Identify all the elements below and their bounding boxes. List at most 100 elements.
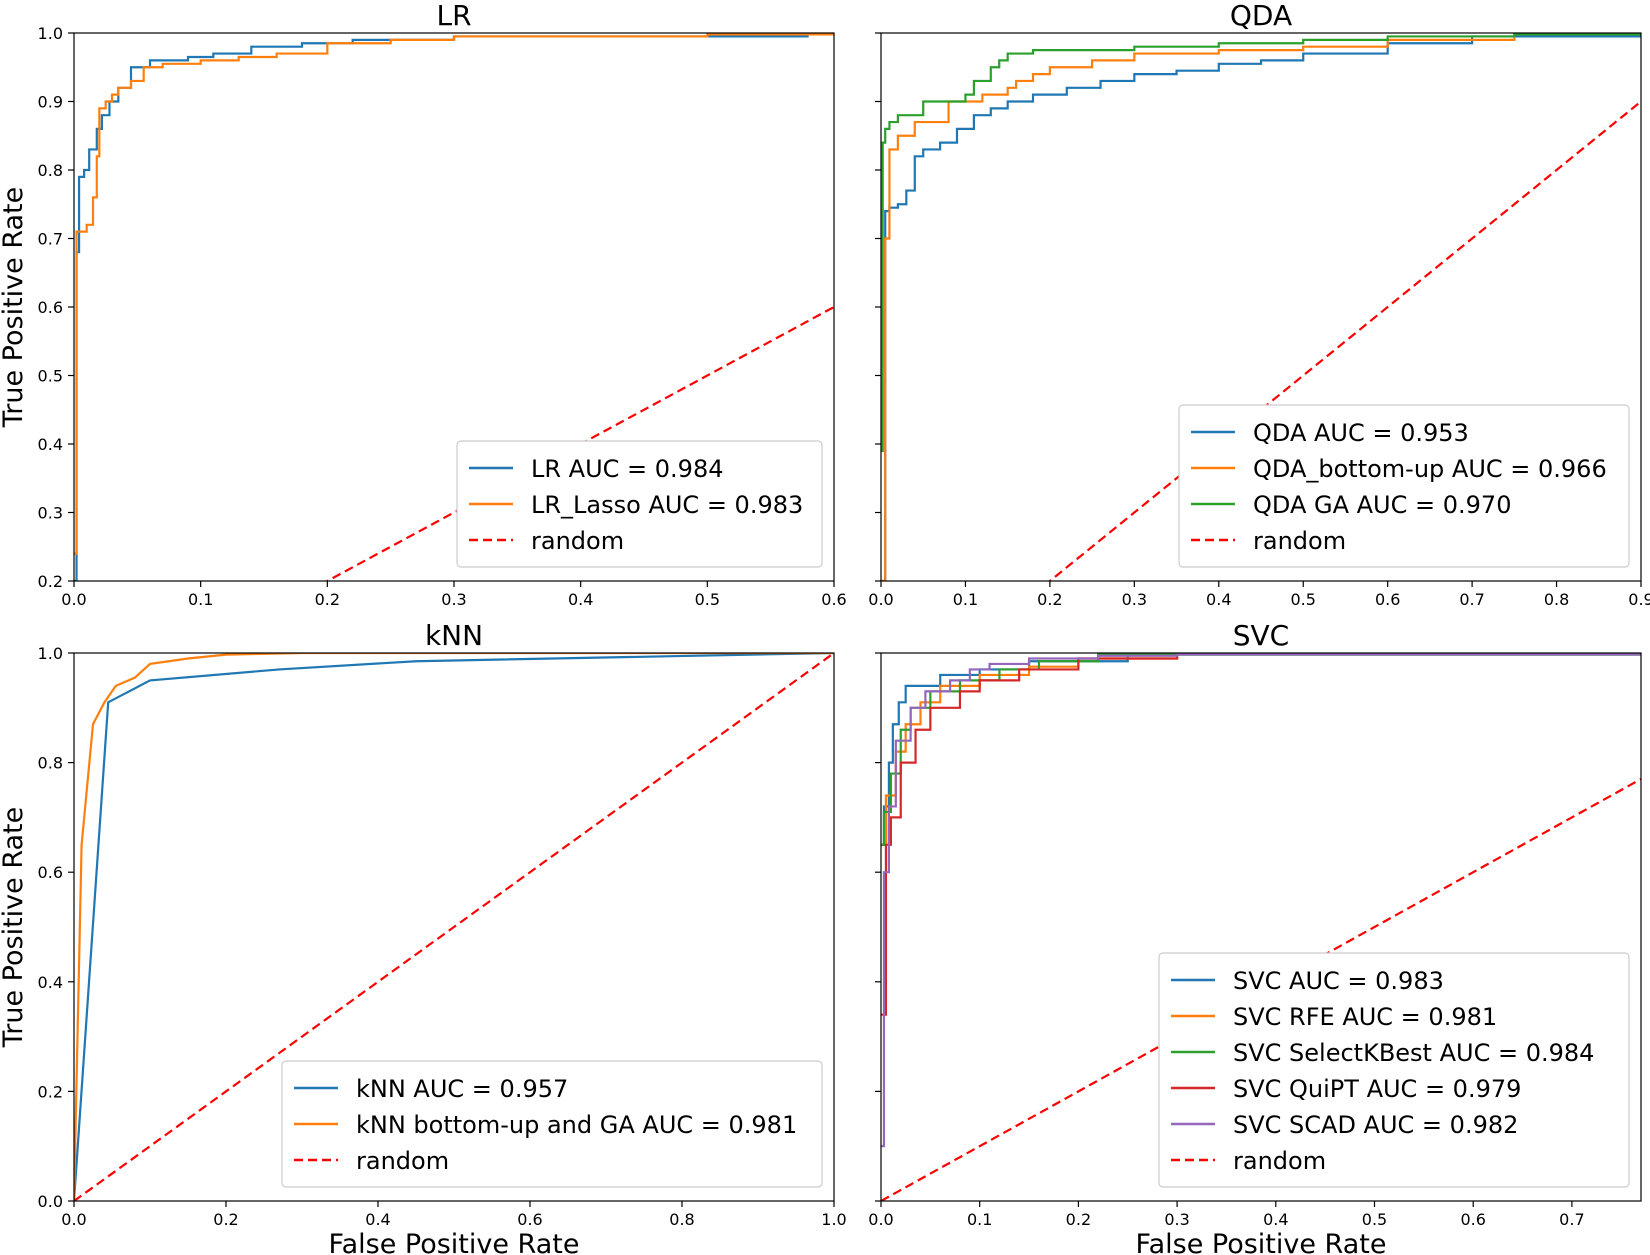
roc-curve-0 (881, 35, 1641, 581)
y-tick-label: 0.2 (38, 1082, 63, 1101)
chart-title: LR (436, 0, 471, 32)
y-axis-label: True Positive Rate (0, 187, 29, 429)
legend-label: SVC SCAD AUC = 0.982 (1233, 1111, 1518, 1139)
x-tick-label: 0.6 (1375, 590, 1400, 609)
y-tick-label: 0.9 (38, 93, 63, 112)
chart-panel-qda: 0.0 0.1 0.2 0.3 0.4 0.5 0.6 0.7 0.8 0.9 QDA QDA AUC… (868, 0, 1650, 609)
series-group (881, 33, 1641, 581)
x-tick-label: 0.4 (365, 1210, 390, 1229)
y-tick-label: 0.6 (38, 298, 63, 317)
roc-curve-2 (881, 653, 1641, 846)
x-tick-label: 0.2 (1066, 1210, 1091, 1229)
legend-box (1158, 952, 1630, 1188)
x-tick-label: 0.1 (953, 590, 978, 609)
x-tick-label: 0.8 (669, 1210, 694, 1229)
y-tick-label: 0.7 (38, 230, 63, 249)
x-tick-label: 1.0 (821, 1210, 846, 1229)
x-tick-label: 0.1 (188, 590, 213, 609)
x-tick-label: 0.0 (868, 1210, 893, 1229)
y-tick-label: 1.0 (38, 644, 63, 663)
x-tick-label: 0.6 (517, 1210, 542, 1229)
random-baseline-line (74, 653, 834, 1201)
y-axis-label: True Positive Rate (0, 807, 29, 1049)
legend-label: SVC QuiPT AUC = 0.979 (1233, 1075, 1521, 1103)
roc-curve-1 (881, 653, 1641, 846)
legend-label: random (1253, 527, 1346, 555)
chart-title: SVC (1233, 619, 1289, 652)
roc-curve-2 (881, 33, 1641, 452)
x-tick-label: 0.0 (61, 1210, 86, 1229)
legend: QDA AUC = 0.953 QDA_bottom-up AUC = 0.966… (1178, 404, 1630, 568)
legend-label: random (1233, 1147, 1326, 1175)
random-baseline-line (1048, 100, 1641, 581)
x-tick-label: 0.0 (61, 590, 86, 609)
random-baseline-line (325, 306, 834, 581)
x-tick-label: 0.3 (1164, 1210, 1189, 1229)
x-axis-label: False Positive Rate (329, 1229, 580, 1255)
chart-panel-svc: 0.0 0.1 0.2 0.3 0.4 0.5 0.6 0.7 SVC False Positiv… (868, 619, 1642, 1255)
chart-panel-knn: 0.0 0.2 0.4 0.6 0.8 1.0 0.0 0.2 0.4 0.6 0.8 1.0 kNN F… (0, 619, 847, 1255)
legend-box (281, 1060, 823, 1188)
y-tick-label: 0.8 (38, 754, 63, 773)
y-tick-label: 0.5 (38, 367, 63, 386)
x-tick-label: 0.5 (1290, 590, 1315, 609)
roc-curve-4 (881, 653, 1641, 1148)
legend-label: SVC SelectKBest AUC = 0.984 (1233, 1039, 1594, 1067)
roc-curve-0 (881, 653, 1641, 846)
y-tick-label: 0.4 (38, 435, 63, 454)
x-tick-label: 0.8 (1544, 590, 1569, 609)
roc-curve-3 (881, 653, 1641, 1016)
series-group (74, 33, 834, 581)
roc-curve-1 (74, 33, 834, 555)
legend-label: LR_Lasso AUC = 0.983 (531, 491, 803, 519)
x-tick-label: 0.2 (213, 1210, 238, 1229)
legend-label: random (531, 527, 624, 555)
y-tick-label: 0.4 (38, 973, 63, 992)
roc-curve-1 (74, 653, 834, 1201)
plot-frame (73, 652, 835, 1202)
legend-box (456, 440, 823, 568)
y-tick-label: 0.3 (38, 504, 63, 523)
chart-title: kNN (425, 619, 483, 652)
legend: LR AUC = 0.984 LR_Lasso AUC = 0.983 random (456, 440, 823, 568)
legend-label: QDA AUC = 0.953 (1253, 419, 1469, 447)
x-tick-label: 0.7 (1459, 590, 1484, 609)
y-tick-label: 0.8 (38, 161, 63, 180)
legend: SVC AUC = 0.983 SVC RFE AUC = 0.981 SVC Se… (1158, 952, 1630, 1188)
legend-label: kNN AUC = 0.957 (356, 1075, 568, 1103)
legend-label: LR AUC = 0.984 (531, 455, 724, 483)
x-tick-label: 0.5 (1362, 1210, 1387, 1229)
x-tick-label: 0.6 (821, 590, 846, 609)
chart-panel-lr: 0.0 0.1 0.2 0.3 0.4 0.5 0.6 0.2 0.3 0.4 0.5 0.6 0.7 0… (0, 0, 847, 609)
legend-label: SVC AUC = 0.983 (1233, 967, 1444, 995)
x-tick-label: 0.1 (967, 1210, 992, 1229)
x-tick-label: 0.2 (315, 590, 340, 609)
legend-label: QDA_bottom-up AUC = 0.966 (1253, 455, 1607, 483)
x-tick-label: 0.3 (441, 590, 466, 609)
x-tick-label: 0.7 (1559, 1210, 1584, 1229)
chart-title: QDA (1230, 0, 1292, 32)
y-tick-label: 0.6 (38, 863, 63, 882)
legend: kNN AUC = 0.957 kNN bottom-up and GA AUC … (281, 1060, 823, 1188)
x-tick-label: 0.5 (695, 590, 720, 609)
roc-curve-0 (74, 653, 834, 1201)
x-tick-label: 0.4 (1263, 1210, 1288, 1229)
legend-box (1178, 404, 1630, 568)
x-tick-label: 0.3 (1122, 590, 1147, 609)
y-tick-label: 0.0 (38, 1192, 63, 1211)
x-tick-label: 0.4 (1206, 590, 1231, 609)
roc-curve-1 (881, 33, 1641, 581)
series-group (74, 653, 834, 1201)
legend-label: kNN bottom-up and GA AUC = 0.981 (356, 1111, 797, 1139)
plot-frame (880, 652, 1642, 1202)
legend-label: SVC RFE AUC = 0.981 (1233, 1003, 1497, 1031)
legend-label: QDA GA AUC = 0.970 (1253, 491, 1511, 519)
x-tick-label: 0.2 (1037, 590, 1062, 609)
x-tick-label: 0.0 (868, 590, 893, 609)
x-tick-label: 0.4 (568, 590, 593, 609)
y-tick-label: 0.2 (38, 572, 63, 591)
y-tick-label: 1.0 (38, 24, 63, 43)
legend-label: random (356, 1147, 449, 1175)
x-axis-label: False Positive Rate (1136, 1229, 1387, 1255)
